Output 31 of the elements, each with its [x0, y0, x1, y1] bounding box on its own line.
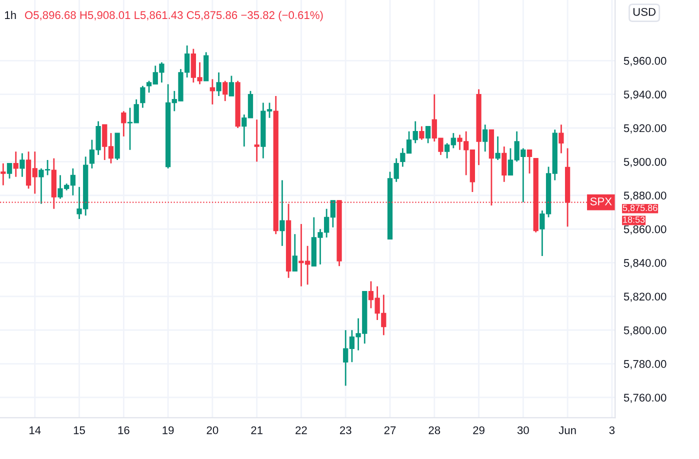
y-tick-label: 5,940.00	[624, 90, 666, 100]
text: USD	[633, 8, 656, 16]
text: O5,896.68 H5,908.01 L5,861.43 C5,875.86 −35.82 (−0.61%)	[24, 10, 323, 22]
text: 5,875.86	[622, 204, 658, 212]
y-tick-label: 5,920.00	[624, 124, 666, 134]
text: 18:53	[623, 216, 645, 223]
y-tick-label: 5,960.00	[624, 56, 666, 66]
x-tick-label: 29	[473, 426, 484, 434]
x-tick-label: 22	[296, 426, 307, 434]
text: 1h	[5, 10, 16, 19]
x-tick-label: 27	[384, 426, 396, 434]
x-tick-label: 16	[118, 426, 130, 434]
ref-line-label: SPX	[590, 197, 612, 206]
x-tick-label: 15	[74, 426, 85, 434]
y-tick-label: 5,880.00	[624, 192, 666, 201]
x-tick-label: 23	[340, 426, 352, 434]
y-tick-label: 5,780.00	[624, 360, 666, 370]
x-tick-label: 21	[251, 426, 262, 434]
x-tick-label: 20	[206, 426, 218, 434]
y-tick-label: 5,900.00	[624, 158, 666, 168]
x-tick-label: 3	[609, 426, 615, 434]
x-tick-label: 28	[428, 426, 440, 434]
x-tick-label: 19	[162, 426, 174, 434]
y-tick-label: 5,860.00	[624, 225, 666, 235]
y-tick-label: 5,800.00	[624, 326, 666, 336]
y-tick-label: 5,820.00	[624, 292, 666, 302]
y-tick-label: 5,760.00	[624, 394, 666, 403]
y-tick-label: 5,840.00	[624, 259, 666, 268]
x-tick-label: Jun	[558, 426, 576, 434]
x-tick-label: 14	[30, 426, 41, 434]
x-tick-label: 30	[517, 426, 529, 434]
